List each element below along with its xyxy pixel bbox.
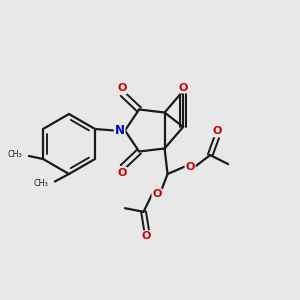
Text: O: O xyxy=(117,83,127,93)
Text: N: N xyxy=(115,124,124,137)
Text: O: O xyxy=(152,189,162,200)
Text: CH₃: CH₃ xyxy=(7,150,22,159)
Text: O: O xyxy=(117,168,127,178)
Text: O: O xyxy=(178,82,188,93)
Text: O: O xyxy=(142,231,151,241)
Text: O: O xyxy=(212,126,221,136)
Text: CH₃: CH₃ xyxy=(33,178,48,188)
Text: O: O xyxy=(185,161,195,172)
